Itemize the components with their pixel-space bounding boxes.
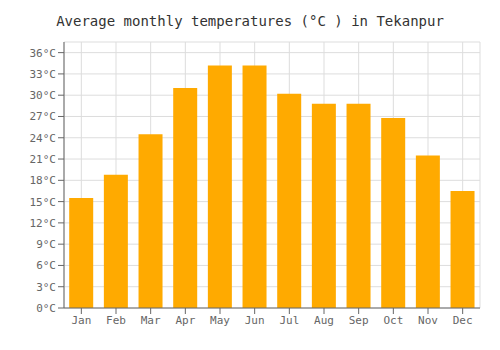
svg-text:21°C: 21°C (30, 153, 57, 166)
svg-text:Jun: Jun (245, 314, 265, 327)
svg-text:Oct: Oct (383, 314, 403, 327)
svg-text:Jul: Jul (279, 314, 299, 327)
svg-text:Mar: Mar (141, 314, 161, 327)
svg-text:24°C: 24°C (30, 132, 57, 145)
svg-text:6°C: 6°C (36, 259, 56, 272)
svg-text:Apr: Apr (175, 314, 195, 327)
svg-text:0°C: 0°C (36, 302, 56, 315)
svg-text:Sep: Sep (349, 314, 369, 327)
svg-text:33°C: 33°C (30, 68, 57, 81)
svg-text:36°C: 36°C (30, 47, 57, 60)
svg-text:27°C: 27°C (30, 110, 57, 123)
html-text:Average monthly temperatures (: Average monthly temperatures (°C ) in Te… (56, 13, 444, 29)
svg-text:Aug: Aug (314, 314, 334, 327)
svg-text:30°C: 30°C (30, 89, 57, 102)
svg-text:18°C: 18°C (30, 174, 57, 187)
svg-text:Feb: Feb (106, 314, 126, 327)
svg-text:Jan: Jan (71, 314, 91, 327)
svg-text:9°C: 9°C (36, 238, 56, 251)
svg-text:15°C: 15°C (30, 196, 57, 209)
svg-text:Dec: Dec (453, 314, 473, 327)
svg-text:12°C: 12°C (30, 217, 57, 230)
svg-text:Nov: Nov (418, 314, 438, 327)
svg-text:May: May (210, 314, 230, 327)
svg-text:3°C: 3°C (36, 281, 56, 294)
